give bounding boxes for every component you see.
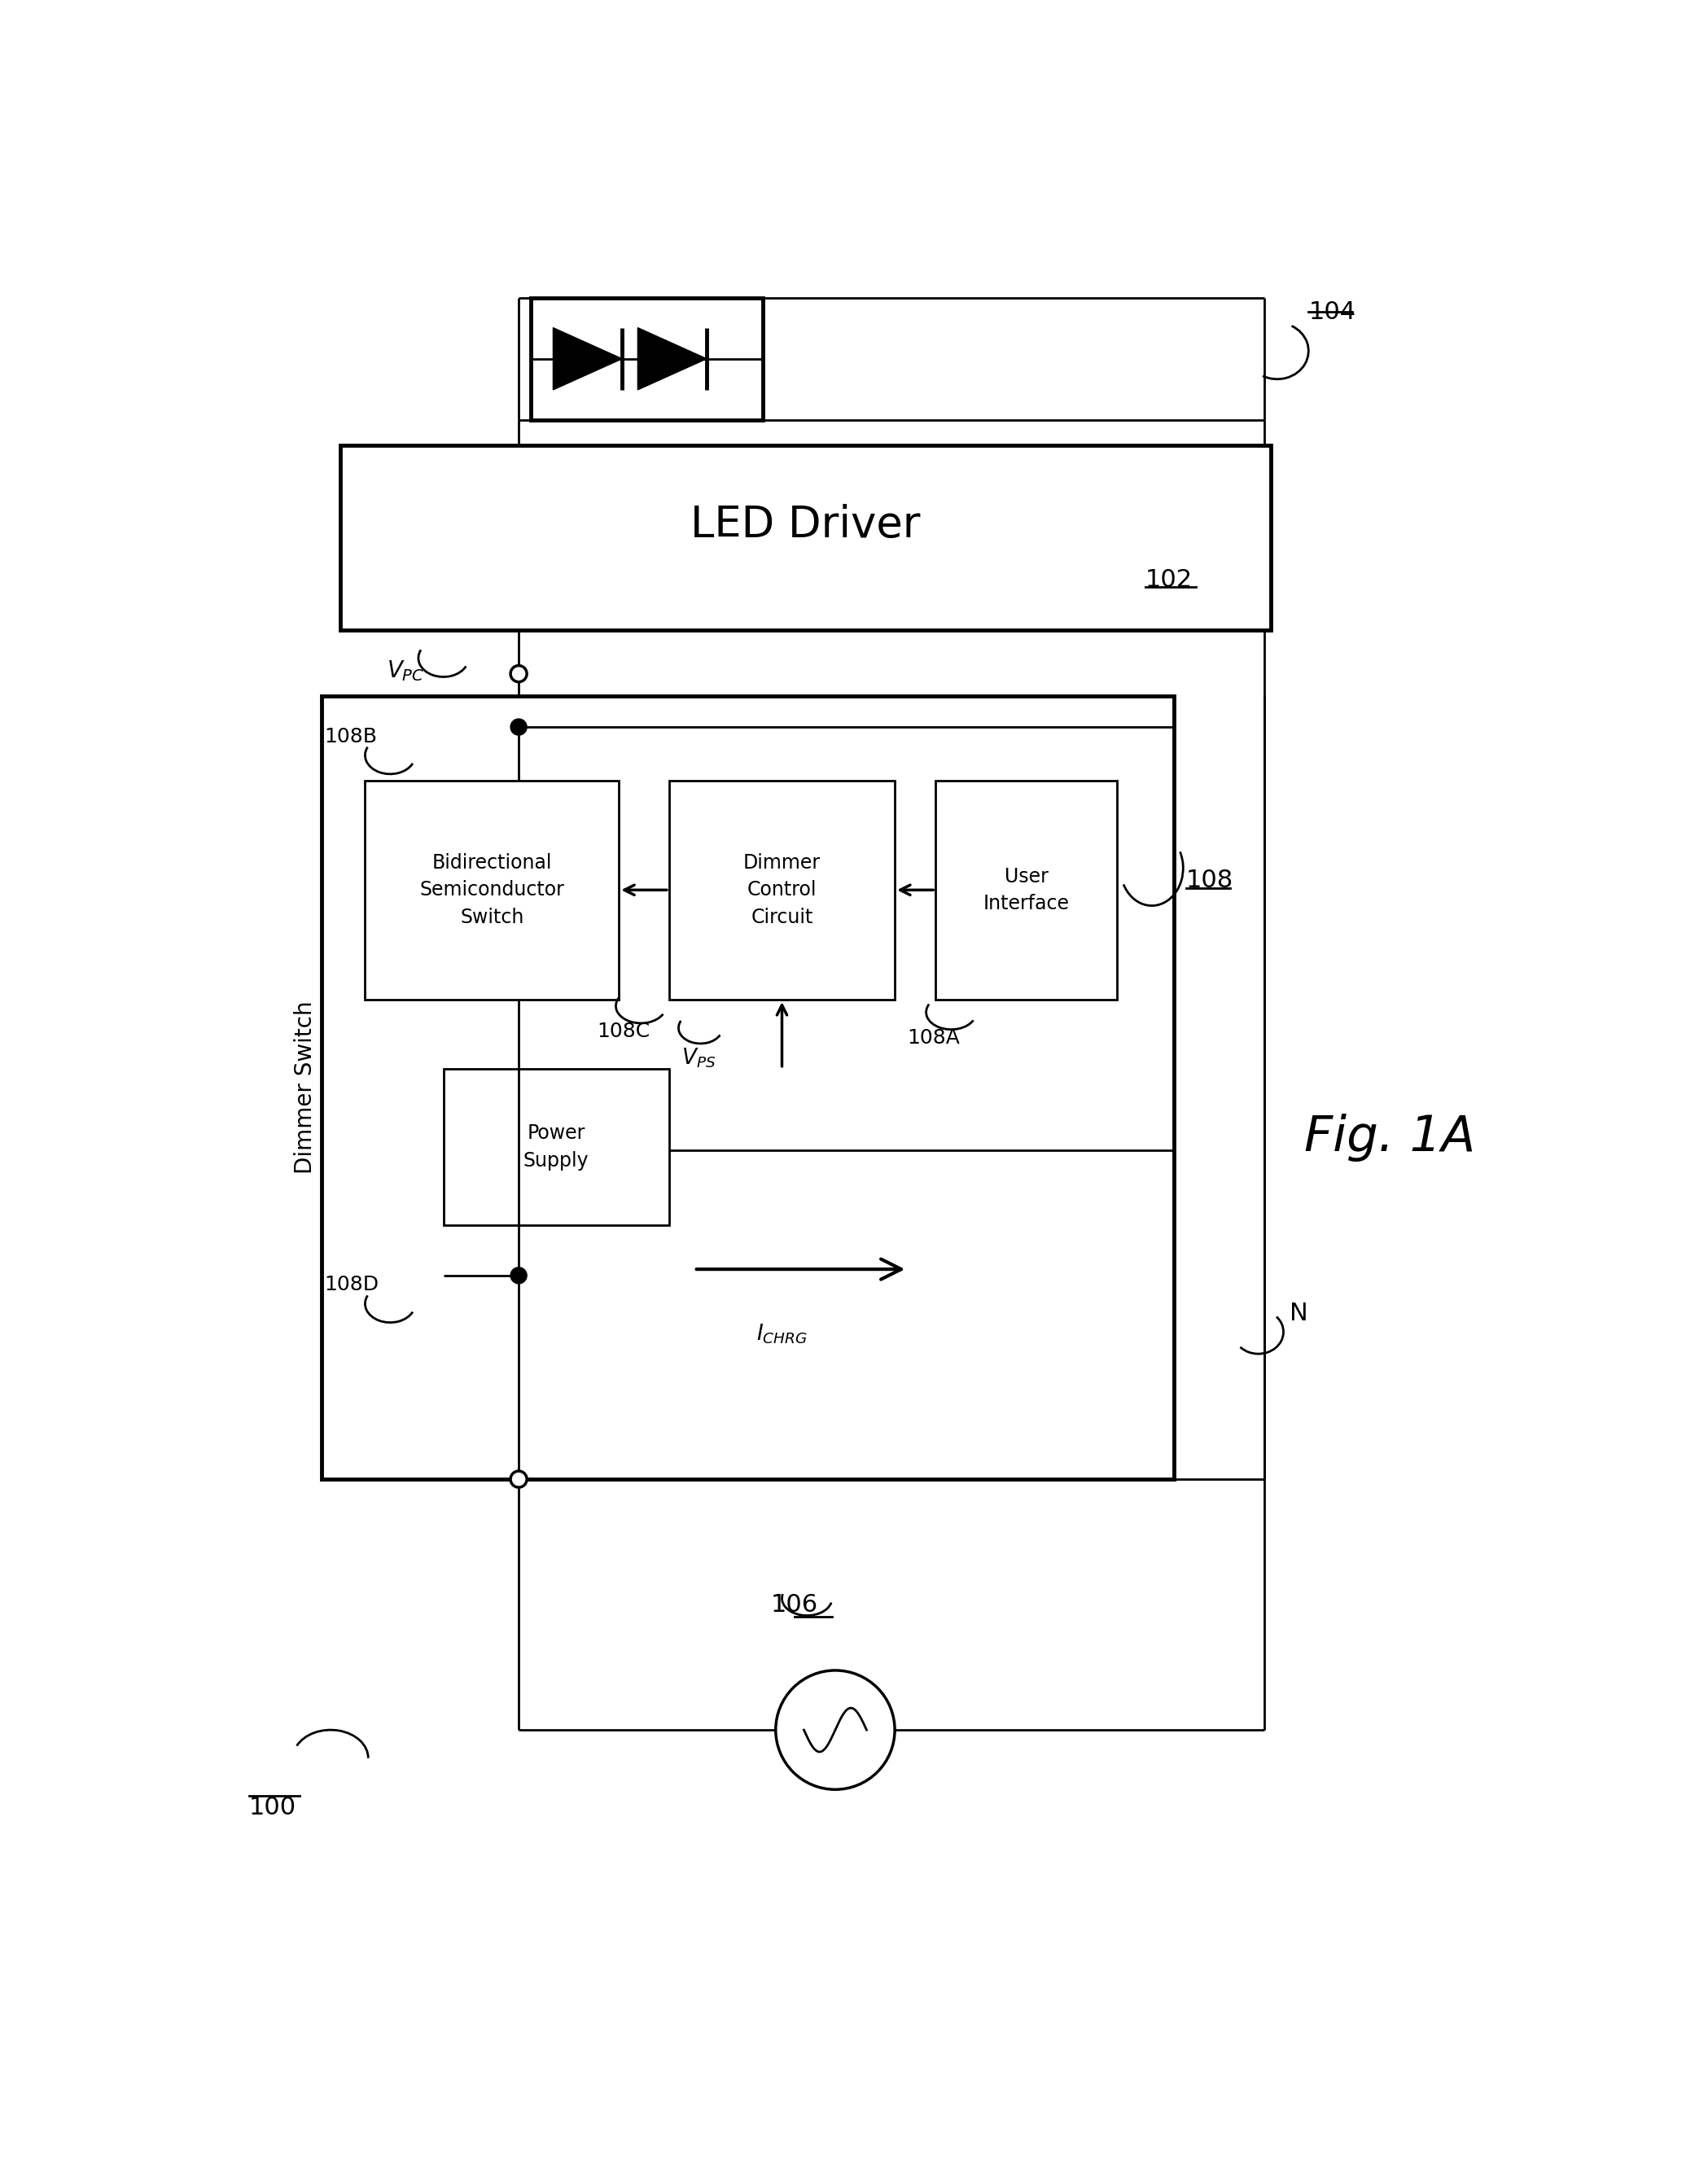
- Text: 106: 106: [770, 1593, 818, 1617]
- Polygon shape: [553, 327, 622, 390]
- FancyBboxPatch shape: [444, 1068, 670, 1224]
- Text: Bidirectional
Semiconductor
Switch: Bidirectional Semiconductor Switch: [420, 854, 564, 927]
- Text: 108C: 108C: [598, 1021, 651, 1040]
- Text: 102: 102: [1146, 568, 1192, 592]
- Text: LED Driver: LED Driver: [690, 503, 921, 546]
- Text: 100: 100: [249, 1796, 297, 1820]
- FancyBboxPatch shape: [936, 780, 1117, 999]
- Circle shape: [511, 665, 526, 683]
- Text: Fig. 1A: Fig. 1A: [1305, 1114, 1476, 1162]
- Circle shape: [511, 719, 526, 735]
- Text: 108: 108: [1187, 869, 1233, 893]
- Text: 108A: 108A: [907, 1027, 960, 1047]
- Text: 108D: 108D: [325, 1274, 379, 1294]
- Text: N: N: [1290, 1302, 1308, 1324]
- Polygon shape: [637, 327, 707, 390]
- Text: Dimmer Switch: Dimmer Switch: [294, 1001, 318, 1175]
- Circle shape: [511, 1471, 526, 1487]
- Text: Dimmer
Control
Circuit: Dimmer Control Circuit: [743, 854, 820, 927]
- Text: $I_{CHRG}$: $I_{CHRG}$: [757, 1322, 808, 1346]
- Text: User
Interface: User Interface: [984, 867, 1069, 914]
- Text: Power
Supply: Power Supply: [523, 1123, 589, 1170]
- Text: 104: 104: [1308, 301, 1356, 325]
- FancyBboxPatch shape: [340, 444, 1271, 631]
- FancyBboxPatch shape: [531, 297, 763, 420]
- Text: 108B: 108B: [325, 726, 377, 745]
- Text: $V_{PS}$: $V_{PS}$: [681, 1047, 716, 1070]
- FancyBboxPatch shape: [366, 780, 618, 999]
- FancyBboxPatch shape: [670, 780, 895, 999]
- FancyBboxPatch shape: [321, 696, 1173, 1480]
- Circle shape: [511, 1268, 526, 1283]
- Text: $V_{PC}$: $V_{PC}$: [388, 659, 425, 683]
